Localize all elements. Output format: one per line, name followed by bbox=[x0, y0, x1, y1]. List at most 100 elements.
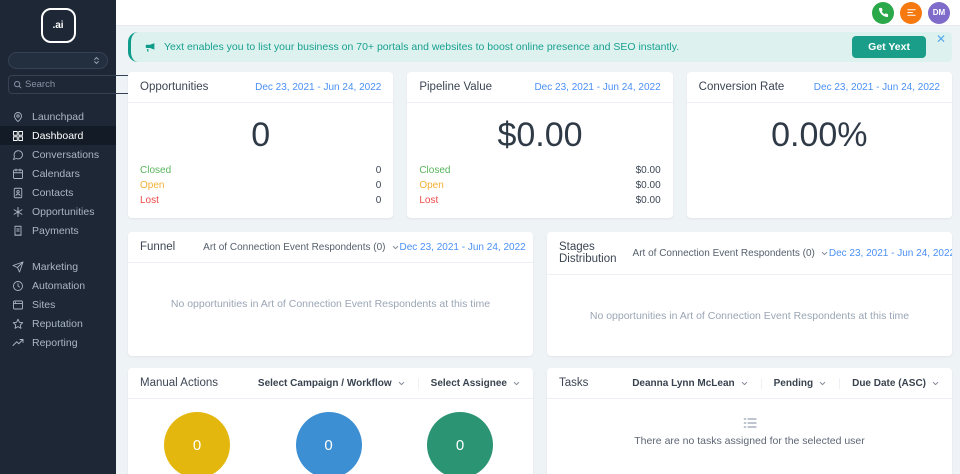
open-value: 0 bbox=[375, 180, 382, 191]
contacts-icon bbox=[13, 187, 23, 198]
app-logo-text: .ai bbox=[52, 20, 64, 31]
opportunities-card: Opportunities Dec 23, 2021 - Jun 24, 202… bbox=[128, 72, 394, 218]
get-yext-button[interactable]: Get Yext bbox=[852, 36, 926, 58]
chevron-down-icon bbox=[819, 381, 826, 385]
main-area: DM Yext enables you to list your busines… bbox=[116, 0, 960, 474]
sidebar-item-label: Contacts bbox=[32, 186, 74, 199]
tasks-status-select[interactable]: Pending bbox=[760, 377, 839, 389]
phone-icon bbox=[878, 7, 888, 18]
tasks-empty-state: There are no tasks assigned for the sele… bbox=[547, 399, 952, 447]
counter-value: 0 bbox=[192, 436, 202, 454]
card-header: Pipeline Value Dec 23, 2021 - Jun 24, 20… bbox=[407, 72, 673, 103]
opportunities-breakdown: Closed 0 Open 0 Lost 0 bbox=[128, 163, 393, 218]
lost-value: 0 bbox=[375, 195, 382, 206]
date-range-picker[interactable]: Dec 23, 2021 - Jun 24, 2022 bbox=[399, 241, 526, 253]
sidebar-item-label: Automation bbox=[32, 279, 86, 292]
chevron-down-icon bbox=[392, 245, 398, 249]
pipeline-total: $0.00 bbox=[497, 116, 583, 154]
card-title: Opportunities bbox=[140, 81, 209, 93]
counter-value: 0 bbox=[324, 436, 333, 454]
sidebar-item-conversations[interactable]: Conversations bbox=[0, 145, 116, 164]
date-range-picker[interactable]: Dec 23, 2021 - Jun 24, 2022 bbox=[828, 247, 952, 259]
sidebar: .ai ⌘ K + Launchpad Dashboard bbox=[0, 0, 201, 474]
banner-close-icon[interactable]: ✕ bbox=[935, 32, 946, 46]
account-switcher-select[interactable] bbox=[8, 52, 108, 69]
assignee-select[interactable]: Select Assignee bbox=[417, 377, 521, 389]
payments-icon bbox=[14, 225, 22, 236]
sidebar-item-reputation[interactable]: Reputation bbox=[0, 314, 116, 333]
sidebar-item-opportunities[interactable]: Opportunities bbox=[0, 202, 116, 221]
pipeline-value-card: Pipeline Value Dec 23, 2021 - Jun 24, 20… bbox=[407, 72, 673, 218]
lost-value: $0.00 bbox=[635, 195, 661, 206]
campaign-workflow-select[interactable]: Select Campaign / Workflow bbox=[246, 378, 418, 389]
card-title: Conversion Rate bbox=[698, 81, 785, 93]
sites-icon bbox=[13, 300, 23, 309]
breakdown-row: Open $0.00 bbox=[419, 178, 660, 193]
phone-button[interactable] bbox=[872, 1, 894, 24]
launchpad-icon bbox=[14, 111, 22, 122]
opportunities-icon bbox=[13, 206, 23, 217]
avatar-initials: DM bbox=[932, 8, 946, 17]
conversion-rate-card: Conversion Rate Dec 23, 2021 - Jun 24, 2… bbox=[686, 72, 952, 218]
tasks-status-select-value: Pending bbox=[773, 377, 814, 389]
chevron-down-icon bbox=[821, 251, 828, 255]
open-label: Open bbox=[419, 180, 444, 191]
opportunities-total: 0 bbox=[251, 116, 271, 154]
tasks-sort-select-value: Due Date (ASC) bbox=[852, 377, 926, 389]
card-title: Pipeline Value bbox=[419, 81, 493, 93]
sidebar-item-label: Marketing bbox=[32, 260, 79, 273]
task-list-icon bbox=[743, 418, 757, 428]
manual-actions-filters: Select Campaign / Workflow Select Assign… bbox=[246, 377, 521, 389]
sidebar-search-row: ⌘ K + bbox=[8, 75, 201, 94]
manual-actions-counters: 0 0 0 bbox=[128, 399, 533, 474]
sidebar-item-contacts[interactable]: Contacts bbox=[0, 183, 116, 202]
sidebar-item-label: Calendars bbox=[32, 167, 80, 180]
sidebar-item-payments[interactable]: Payments bbox=[0, 221, 116, 240]
counter-value: 0 bbox=[455, 436, 465, 454]
funnel-pipeline-select-value: Art of Connection Event Respondents (0) bbox=[203, 241, 386, 253]
updates-button[interactable] bbox=[900, 1, 922, 24]
automation-icon bbox=[13, 280, 23, 291]
funnel-row: Funnel Art of Connection Event Responden… bbox=[128, 232, 952, 356]
sidebar-item-automation[interactable]: Automation bbox=[0, 276, 116, 295]
sidebar-item-launchpad[interactable]: Launchpad bbox=[0, 107, 116, 126]
search-input[interactable] bbox=[25, 79, 157, 90]
breakdown-row: Closed 0 bbox=[140, 163, 381, 178]
counter-circle-green[interactable]: 0 bbox=[427, 412, 493, 474]
card-title: Stages Distribution bbox=[559, 241, 617, 265]
funnel-pipeline-select[interactable]: Art of Connection Event Respondents (0) bbox=[203, 242, 399, 253]
sidebar-nav-primary: Launchpad Dashboard Conversations Calend… bbox=[0, 107, 116, 240]
card-header: Opportunities Dec 23, 2021 - Jun 24, 202… bbox=[128, 72, 394, 103]
tasks-sort-select[interactable]: Due Date (ASC) bbox=[839, 377, 940, 389]
banner-message: Yext enables you to list your business o… bbox=[164, 41, 680, 53]
date-range-picker[interactable]: Dec 23, 2021 - Jun 24, 2022 bbox=[813, 81, 940, 93]
tasks-empty-message: There are no tasks assigned for the sele… bbox=[634, 435, 865, 447]
lost-label: Lost bbox=[140, 195, 159, 206]
conversion-rate-value: 0.00% bbox=[771, 116, 868, 154]
sidebar-item-calendars[interactable]: Calendars bbox=[0, 164, 116, 183]
funnel-card: Funnel Art of Connection Event Responden… bbox=[128, 232, 533, 356]
yext-promo-banner: Yext enables you to list your business o… bbox=[128, 32, 952, 62]
actions-tasks-row: Manual Actions Select Campaign / Workflo… bbox=[128, 368, 952, 474]
card-title: Tasks bbox=[559, 377, 589, 389]
tasks-user-select[interactable]: Deanna Lynn McLean bbox=[620, 378, 760, 389]
campaign-workflow-select-value: Select Campaign / Workflow bbox=[257, 377, 392, 389]
sidebar-item-label: Sites bbox=[32, 298, 56, 311]
counter-circle-yellow[interactable]: 0 bbox=[164, 412, 230, 474]
sidebar-item-dashboard[interactable]: Dashboard bbox=[0, 126, 116, 145]
card-header: Stages Distribution Art of Connection Ev… bbox=[547, 232, 952, 275]
stages-pipeline-select[interactable]: Art of Connection Event Respondents (0) bbox=[633, 248, 829, 259]
date-range-picker[interactable]: Dec 23, 2021 - Jun 24, 2022 bbox=[534, 81, 661, 93]
stages-empty-message: No opportunities in Art of Connection Ev… bbox=[589, 309, 910, 322]
closed-label: Closed bbox=[140, 165, 172, 176]
sidebar-item-sites[interactable]: Sites bbox=[0, 295, 116, 314]
counter-circle-blue[interactable]: 0 bbox=[295, 412, 362, 474]
sidebar-item-marketing[interactable]: Marketing bbox=[0, 257, 116, 276]
open-label: Open bbox=[140, 180, 165, 191]
card-header: Tasks Deanna Lynn McLean Pending bbox=[547, 368, 952, 399]
user-avatar[interactable]: DM bbox=[928, 1, 950, 24]
date-range-picker[interactable]: Dec 23, 2021 - Jun 24, 2022 bbox=[255, 81, 382, 93]
sidebar-item-reporting[interactable]: Reporting bbox=[0, 333, 116, 352]
app-logo[interactable]: .ai bbox=[40, 8, 76, 43]
